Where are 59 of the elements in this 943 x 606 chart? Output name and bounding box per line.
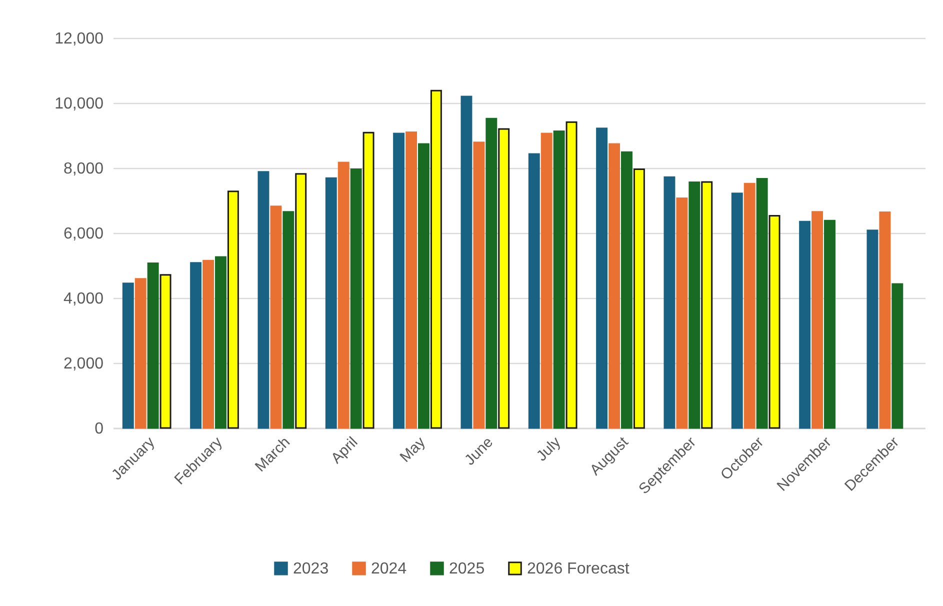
bar: [122, 282, 134, 429]
x-tick-label: July: [533, 433, 564, 465]
bar: [799, 220, 811, 429]
y-tick-label: 4,000: [63, 290, 104, 308]
bar: [892, 283, 904, 429]
bar: [824, 220, 836, 429]
bar: [147, 262, 159, 429]
bar: [134, 278, 146, 429]
bar: [486, 118, 498, 429]
y-tick-label: 10,000: [54, 96, 104, 112]
bar: [608, 143, 620, 429]
bar: [393, 132, 405, 429]
bar: [406, 132, 418, 429]
bar: [744, 182, 756, 429]
bar: [620, 151, 632, 429]
bar: [540, 132, 552, 429]
bar: [731, 192, 743, 429]
bar: [756, 178, 768, 429]
bar: [295, 173, 307, 429]
bar: [528, 153, 540, 429]
bar: [633, 168, 645, 429]
bar: [418, 143, 430, 429]
legend-label: 2026 Forecast: [527, 560, 630, 578]
y-tick-label: 6,000: [63, 226, 104, 242]
bar: [325, 177, 337, 429]
bar: [270, 206, 282, 429]
bar: [866, 230, 878, 429]
bar: [227, 190, 239, 429]
bar: [688, 182, 700, 429]
bar: [202, 260, 214, 429]
bar: [768, 215, 780, 429]
bar: [812, 211, 824, 429]
bar: [190, 262, 202, 429]
bar: [160, 274, 172, 429]
bar: [498, 128, 510, 429]
bar: [460, 96, 472, 429]
legend-label: 2023: [293, 560, 329, 578]
bar: [879, 211, 891, 429]
bar: [553, 130, 565, 429]
bar: [596, 128, 608, 429]
bar: [282, 211, 294, 429]
bar: [430, 90, 442, 429]
y-tick-label: 8,000: [63, 160, 104, 178]
bar: [566, 121, 578, 429]
bar: [664, 176, 676, 429]
bar: [473, 142, 485, 429]
y-tick-label: 2,000: [63, 356, 104, 372]
x-tick-label: May: [396, 433, 430, 466]
bar: [338, 162, 350, 429]
bar: [701, 181, 713, 429]
legend-label: 2024: [371, 560, 407, 578]
bar: [214, 256, 226, 429]
bar: [258, 171, 270, 429]
y-tick-label: 12,000: [54, 30, 104, 48]
y-tick-label: 0: [94, 420, 104, 438]
legend-label: 2025: [449, 560, 485, 578]
bar: [350, 168, 362, 429]
bar: [676, 197, 688, 429]
bar: [362, 132, 374, 429]
